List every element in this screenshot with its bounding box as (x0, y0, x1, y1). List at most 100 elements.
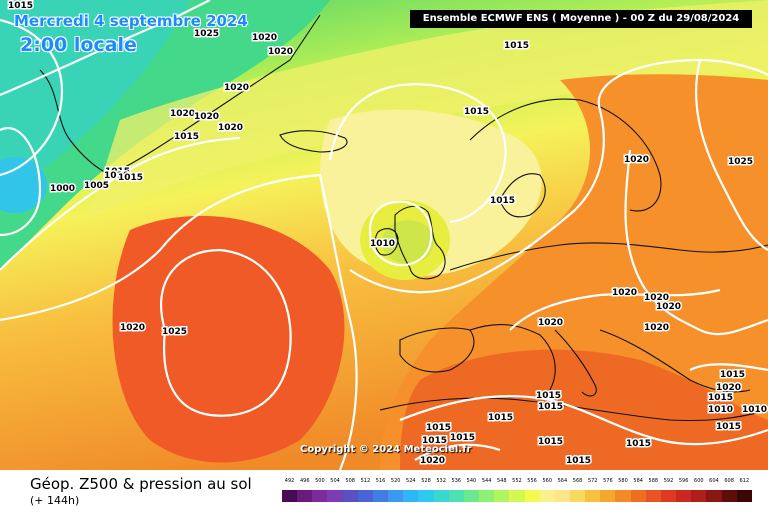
isobar-line (368, 200, 433, 267)
isobar-line (0, 136, 241, 271)
coast-italy-boot (554, 329, 597, 397)
isobar-label: 1010 (370, 239, 395, 249)
coast-britain (394, 205, 446, 280)
coast-iceland (279, 130, 348, 153)
legend-value-label: 580 (618, 478, 628, 484)
legend-value-label: 584 (633, 478, 643, 484)
isobar-label: 1015 (566, 456, 591, 466)
isobar-label: 1020 (716, 383, 741, 393)
isobar-label: 1020 (224, 83, 249, 93)
legend-swatch (509, 490, 525, 502)
isobar-label: 1020 (420, 456, 445, 466)
legend-swatch (372, 490, 389, 502)
color-scale-legend: 492 496 500 504 508 512 516 520 524 528 532 536 540 5… (282, 478, 752, 502)
isobar-label: 1025 (728, 157, 753, 167)
coastlines (39, 14, 768, 422)
legend-value-label: 548 (496, 478, 507, 484)
coast-greenland-west (39, 69, 111, 176)
isobar-label: 1000 (50, 184, 75, 194)
isobar-label: 1015 (708, 393, 733, 403)
legend-value-label: 524 (406, 478, 416, 484)
legend-value-label: 504 (330, 478, 340, 484)
legend-swatch (736, 490, 752, 502)
legend-swatch (706, 490, 722, 502)
legend-value-label: 512 (360, 478, 371, 484)
legend-swatch (554, 490, 570, 502)
legend-value-label: 592 (663, 478, 674, 484)
isobar-line (694, 59, 768, 251)
legend-value-label: 520 (390, 478, 401, 484)
coast-ireland (374, 228, 399, 256)
legend-swatch (448, 490, 464, 502)
isobar-label: 1020 (268, 47, 293, 57)
legend-swatch (539, 490, 555, 502)
isobar-labels: 1015 1025 1020 1020 1020 1020 1020 1020 … (7, 0, 768, 468)
legend-swatch (388, 490, 404, 502)
legend-value-label: 612 (739, 478, 750, 484)
isobar-label: 1015 (8, 1, 33, 11)
isobar-label: 1015 (536, 391, 561, 401)
legend-value-label: 532 (436, 478, 446, 484)
coast-north-africa (379, 397, 768, 422)
legend-swatch (721, 490, 737, 502)
isobar-label: 1010 (708, 405, 733, 415)
isobar-label: 1015 (504, 41, 529, 51)
lead-time: (+ 144h) (30, 494, 80, 507)
legend-swatch (327, 490, 343, 502)
legend-swatches (282, 490, 752, 502)
isobar-line (399, 395, 768, 446)
isobar-lines (0, 0, 768, 470)
isobar-line (328, 83, 507, 224)
legend-swatch (585, 490, 601, 502)
isobar-label: 1015 (490, 196, 515, 206)
isobar-line (0, 127, 42, 237)
isobar-line (159, 248, 292, 417)
isobar-label: 1020 (218, 123, 243, 133)
isobar-label: 1005 (84, 181, 109, 191)
isobar-label: 1020 (644, 293, 669, 303)
isobar-label: 1020 (194, 112, 219, 122)
legend-value-label: 588 (648, 478, 659, 484)
legend-value-label: 540 (466, 478, 477, 484)
coast-france-italy (469, 324, 556, 391)
legend-value-label: 600 (694, 478, 704, 484)
coast-iberia (399, 327, 475, 373)
legend-value-label: 500 (315, 478, 325, 484)
isobar-label: 1015 (118, 173, 143, 183)
legend-value-label: 572 (587, 478, 598, 484)
legend-swatch (403, 490, 419, 502)
legend-value-label: 508 (345, 478, 355, 484)
field-band-redorange (400, 349, 768, 470)
legend-swatch (463, 490, 480, 502)
forecast-time: 2:00 locale (20, 34, 137, 56)
legend-value-label: 528 (421, 478, 431, 484)
isobar-line (689, 363, 768, 372)
legend-value-label: 604 (709, 478, 719, 484)
field-ridge-red (112, 215, 345, 463)
legend-swatch (282, 490, 298, 502)
legend-swatch (418, 490, 434, 502)
parameter-title: Géop. Z500 & pression au sol (30, 475, 252, 493)
map-footer: Géop. Z500 & pression au sol (+ 144h) 49… (0, 470, 768, 512)
legend-value-label: 552 (512, 478, 522, 484)
isobar-label: 1015 (488, 413, 513, 423)
legend-swatch (676, 490, 692, 502)
isobar-line (624, 149, 768, 336)
isobar-label: 1020 (170, 109, 195, 119)
coast-balkans (599, 329, 751, 393)
legend-swatch (630, 490, 646, 502)
isobar-label: 1015 (464, 107, 489, 117)
isobar-label: 1015 (105, 167, 130, 177)
legend-value-label: 516 (375, 478, 386, 484)
coast-scandinavia (469, 98, 662, 212)
isobar-label: 1025 (162, 327, 187, 337)
legend-swatch (342, 490, 358, 502)
legend-swatch (479, 490, 495, 502)
weather-map: 1015 1025 1020 1020 1020 1020 1020 1020 … (0, 0, 768, 470)
coast-north-europe (449, 242, 768, 271)
isobar-label: 1020 (612, 288, 637, 298)
isobar-label: 1010 (104, 171, 129, 181)
legend-value-label: 564 (557, 478, 568, 484)
geopotential-map: 1015 1025 1020 1020 1020 1020 1020 1020 … (0, 0, 768, 470)
legend-swatch (357, 490, 373, 502)
